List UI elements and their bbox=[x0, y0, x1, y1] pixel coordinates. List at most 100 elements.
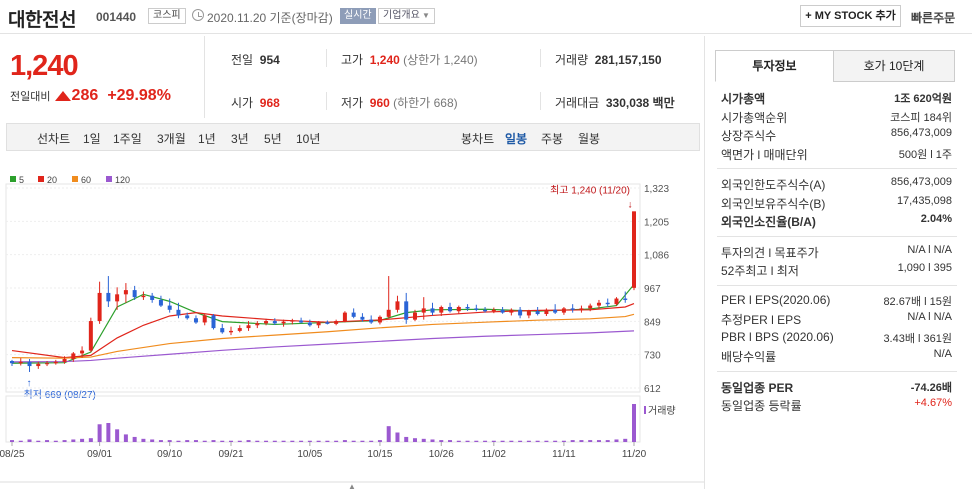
info-value: 1,090 l 395 bbox=[898, 262, 952, 274]
candle-body bbox=[317, 322, 321, 325]
info-label: 시가총액 bbox=[721, 92, 765, 106]
volume-bar bbox=[343, 440, 347, 442]
period-3y[interactable]: 3년 bbox=[231, 130, 249, 147]
volume-bar bbox=[492, 441, 496, 442]
candle-body bbox=[290, 320, 294, 321]
stat-label: 전일 bbox=[231, 53, 253, 67]
chart-period-bar: 선차트 1일 1주일 3개월 1년 3년 5년 10년 봉차트 일봉 주봉 월봉 bbox=[6, 123, 700, 151]
stat-label: 고가 bbox=[341, 53, 363, 67]
info-label: 추정PER l EPS bbox=[721, 313, 801, 327]
volume-bar bbox=[19, 441, 23, 442]
info-label: 52주최고 l 최저 bbox=[721, 264, 799, 278]
candle-body bbox=[387, 310, 391, 317]
volume-bar bbox=[28, 439, 32, 442]
section-divider bbox=[717, 371, 957, 372]
stat-label: 거래대금 bbox=[555, 96, 599, 110]
legend-label: 60 bbox=[81, 175, 91, 185]
candle-daily[interactable]: 일봉 bbox=[505, 130, 527, 147]
info-row: 투자의견 l 목표주가 N/A l N/A bbox=[721, 244, 952, 261]
period-1w[interactable]: 1주일 bbox=[113, 130, 142, 147]
info-row: 외국인소진율(B/A) 2.04% bbox=[721, 213, 952, 230]
info-value: 코스피 184위 bbox=[890, 109, 952, 125]
info-row: 외국인보유주식수(B) 17,435,098 bbox=[721, 195, 952, 212]
volume-bar bbox=[63, 440, 67, 442]
candle-body bbox=[299, 320, 303, 322]
candle-body bbox=[80, 351, 84, 354]
volume-bar bbox=[422, 439, 426, 442]
candle-body bbox=[343, 313, 347, 321]
period-5y[interactable]: 5년 bbox=[264, 130, 282, 147]
volume-bar bbox=[614, 439, 618, 442]
candle-body bbox=[422, 308, 426, 312]
candle-body bbox=[194, 318, 198, 322]
quick-order-link[interactable]: 빠른주문 bbox=[911, 9, 955, 26]
candle-body bbox=[474, 308, 478, 309]
info-label: PER l EPS(2020.06) bbox=[721, 293, 830, 307]
period-3m[interactable]: 3개월 bbox=[157, 130, 186, 147]
volume-bar bbox=[229, 441, 233, 442]
period-1y[interactable]: 1년 bbox=[198, 130, 216, 147]
volume-bar bbox=[211, 440, 215, 442]
candle-body bbox=[36, 364, 40, 366]
current-price: 1,240 bbox=[10, 50, 78, 83]
info-row: 액면가 l 매매단위 500원 l 1주 bbox=[721, 146, 952, 163]
realtime-button[interactable]: 실시간 bbox=[340, 8, 376, 24]
info-value: 82.67배 l 15원 bbox=[883, 293, 952, 309]
candle-body bbox=[115, 294, 119, 301]
candle-body bbox=[325, 322, 329, 324]
candle-body bbox=[282, 322, 286, 324]
candle-body bbox=[483, 310, 487, 311]
stat-label: 거래량 bbox=[555, 53, 588, 67]
volume-bar bbox=[98, 424, 102, 442]
ma-line-5 bbox=[12, 284, 634, 363]
company-info-label: 기업개요 bbox=[383, 10, 420, 21]
company-info-dropdown[interactable]: 기업개요 ▼ bbox=[378, 8, 435, 24]
candle-body bbox=[553, 310, 557, 313]
info-value: N/A l N/A bbox=[907, 244, 952, 256]
tab-investment-info[interactable]: 투자정보 bbox=[715, 50, 834, 82]
candle-body bbox=[606, 303, 610, 304]
volume-bar bbox=[474, 441, 478, 442]
legend-swatch bbox=[38, 176, 44, 182]
candle-weekly[interactable]: 주봉 bbox=[541, 130, 563, 147]
candle-chart-label: 봉차트 bbox=[461, 130, 494, 147]
candle-body bbox=[273, 321, 277, 323]
candle-body bbox=[255, 323, 259, 325]
stock-header: 대한전선 001440 코스피 2020.11.20 기준(장마감) 실시간 기… bbox=[0, 0, 972, 34]
candle-body bbox=[28, 362, 32, 366]
candle-body bbox=[448, 307, 452, 311]
info-row: 추정PER l EPS N/A l N/A bbox=[721, 311, 952, 328]
volume-bar bbox=[466, 441, 470, 442]
period-1d[interactable]: 1일 bbox=[83, 130, 101, 147]
info-label: 상장주식수 bbox=[721, 129, 776, 143]
y-tick-label: 1,086 bbox=[644, 251, 669, 262]
volume-bar bbox=[387, 426, 391, 442]
price-change: 전일대비 286 +29.98% bbox=[10, 87, 171, 105]
add-mystock-button[interactable]: + MY STOCK 추가 bbox=[800, 5, 901, 27]
volume-bar bbox=[10, 440, 14, 442]
volume-bar bbox=[150, 439, 154, 442]
candle-body bbox=[98, 293, 102, 321]
info-value: 1조 620억원 bbox=[894, 90, 952, 106]
candle-body bbox=[536, 311, 540, 314]
candle-body bbox=[141, 296, 145, 297]
stock-chart: 1,323 1,205 1,086 967 849 730 612 5 20 60 120 최고 1,… bbox=[0, 152, 704, 489]
candle-body bbox=[220, 328, 224, 332]
candle-body bbox=[518, 310, 522, 316]
info-label: 외국인한도주식수(A) bbox=[721, 178, 825, 192]
tab-orderbook[interactable]: 호가 10단계 bbox=[833, 50, 955, 82]
section-divider bbox=[717, 168, 957, 169]
legend-swatch bbox=[106, 176, 112, 182]
candle-body bbox=[404, 301, 408, 319]
period-10y[interactable]: 10년 bbox=[296, 130, 320, 147]
candle-body bbox=[168, 306, 172, 310]
volume-bar bbox=[369, 441, 373, 442]
volume-bar bbox=[606, 440, 610, 442]
candle-body bbox=[238, 328, 242, 331]
stat-low: 저가 960 (하한가 668) bbox=[341, 94, 458, 111]
candle-body bbox=[211, 315, 215, 328]
candle-body bbox=[45, 363, 49, 364]
y-tick-label: 612 bbox=[644, 384, 661, 395]
info-value: 856,473,009 bbox=[891, 127, 952, 139]
candle-monthly[interactable]: 월봉 bbox=[578, 130, 600, 147]
